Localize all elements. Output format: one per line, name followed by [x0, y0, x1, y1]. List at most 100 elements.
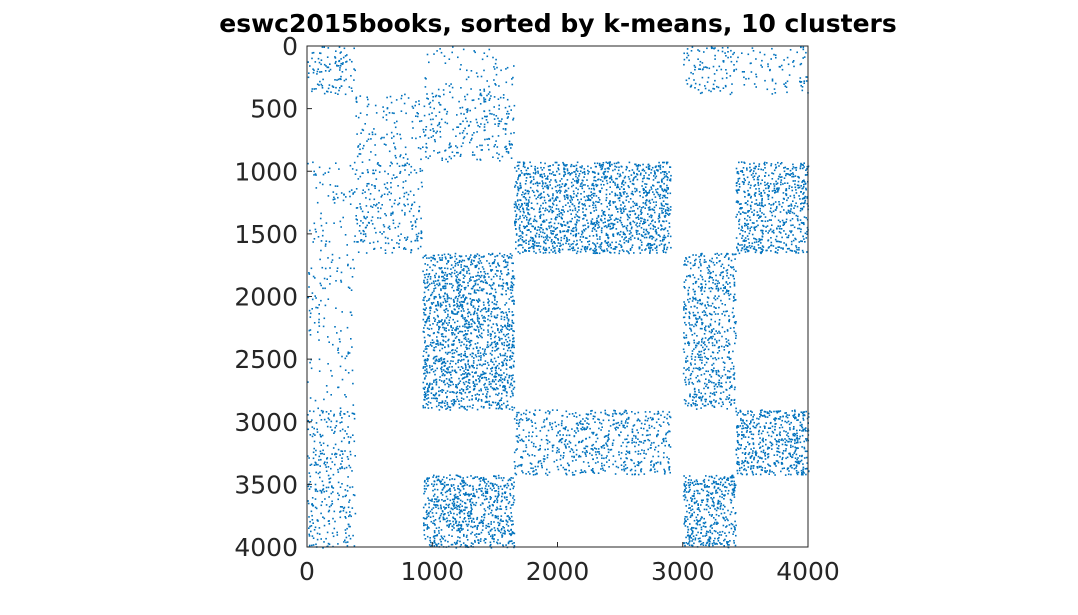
nonzero-marker: [529, 161, 531, 164]
nonzero-marker: [478, 380, 481, 383]
nonzero-marker: [400, 137, 402, 140]
nonzero-marker: [762, 233, 764, 235]
nonzero-marker: [446, 273, 448, 276]
nonzero-marker: [486, 94, 488, 97]
nonzero-marker: [609, 202, 611, 204]
nonzero-marker: [542, 221, 545, 223]
nonzero-marker: [495, 140, 497, 142]
nonzero-marker: [564, 173, 567, 176]
nonzero-marker: [319, 181, 321, 184]
nonzero-marker: [462, 294, 464, 297]
nonzero-marker: [434, 318, 437, 321]
nonzero-marker: [571, 217, 573, 220]
nonzero-marker: [537, 170, 539, 173]
nonzero-marker: [512, 276, 514, 279]
nonzero-marker: [789, 212, 791, 214]
nonzero-marker: [608, 208, 610, 211]
nonzero-marker: [473, 291, 476, 294]
nonzero-marker: [427, 289, 430, 291]
nonzero-marker: [615, 241, 617, 244]
nonzero-marker: [430, 388, 433, 391]
nonzero-marker: [346, 326, 349, 329]
nonzero-marker: [335, 280, 337, 282]
nonzero-marker: [498, 331, 501, 334]
nonzero-marker: [539, 173, 542, 176]
nonzero-marker: [770, 164, 772, 167]
nonzero-marker: [608, 214, 610, 216]
nonzero-marker: [742, 174, 745, 176]
nonzero-marker: [441, 370, 443, 373]
nonzero-marker: [485, 311, 488, 313]
nonzero-marker: [442, 295, 445, 298]
nonzero-marker: [524, 166, 526, 169]
nonzero-marker: [529, 181, 532, 184]
nonzero-marker: [441, 361, 444, 363]
nonzero-marker: [532, 238, 535, 240]
nonzero-marker: [511, 321, 514, 324]
nonzero-marker: [369, 242, 371, 244]
nonzero-marker: [773, 88, 776, 90]
nonzero-marker: [318, 370, 321, 372]
nonzero-marker: [439, 302, 442, 305]
nonzero-marker: [426, 327, 429, 330]
nonzero-marker: [441, 333, 444, 335]
nonzero-marker: [438, 151, 441, 154]
nonzero-marker: [440, 363, 443, 365]
nonzero-marker: [595, 221, 597, 224]
nonzero-marker: [581, 185, 583, 188]
nonzero-marker: [583, 230, 586, 232]
nonzero-marker: [751, 47, 754, 49]
nonzero-marker: [588, 240, 591, 242]
nonzero-marker: [321, 234, 324, 237]
nonzero-marker: [477, 283, 479, 286]
nonzero-marker: [362, 172, 364, 174]
nonzero-marker: [439, 48, 441, 50]
nonzero-marker: [353, 161, 356, 164]
nonzero-marker: [442, 285, 444, 288]
nonzero-marker: [511, 286, 514, 289]
nonzero-marker: [357, 178, 360, 180]
nonzero-marker: [605, 225, 607, 227]
nonzero-marker: [590, 191, 592, 193]
nonzero-marker: [730, 49, 732, 52]
nonzero-marker: [665, 191, 667, 193]
nonzero-marker: [548, 246, 550, 249]
nonzero-marker: [755, 73, 757, 76]
nonzero-marker: [739, 212, 742, 215]
nonzero-marker: [451, 51, 453, 54]
nonzero-marker: [511, 254, 513, 257]
nonzero-marker: [489, 335, 492, 337]
nonzero-marker: [803, 162, 805, 164]
nonzero-marker: [750, 226, 753, 228]
nonzero-marker: [662, 220, 664, 222]
nonzero-marker: [631, 182, 634, 185]
nonzero-marker: [356, 207, 359, 209]
nonzero-marker: [637, 238, 639, 240]
nonzero-marker: [349, 311, 352, 314]
nonzero-marker: [404, 212, 406, 214]
nonzero-marker: [326, 56, 329, 58]
nonzero-marker: [803, 183, 805, 186]
nonzero-marker: [573, 171, 575, 173]
nonzero-marker: [482, 329, 485, 331]
nonzero-marker: [481, 144, 483, 147]
nonzero-marker: [483, 99, 485, 101]
nonzero-marker: [570, 165, 572, 168]
nonzero-marker: [578, 173, 581, 175]
nonzero-marker: [471, 318, 474, 320]
nonzero-marker: [404, 169, 406, 171]
nonzero-marker: [487, 315, 490, 317]
nonzero-marker: [533, 218, 536, 221]
nonzero-marker: [477, 329, 480, 331]
nonzero-marker: [479, 375, 482, 377]
nonzero-marker: [437, 304, 440, 307]
nonzero-marker: [492, 388, 495, 391]
nonzero-marker: [355, 115, 357, 117]
nonzero-marker: [529, 239, 532, 242]
nonzero-marker: [454, 269, 456, 272]
nonzero-marker: [498, 336, 500, 339]
nonzero-marker: [470, 263, 472, 266]
nonzero-marker: [800, 62, 803, 65]
nonzero-marker: [478, 398, 480, 401]
nonzero-marker: [749, 166, 751, 169]
